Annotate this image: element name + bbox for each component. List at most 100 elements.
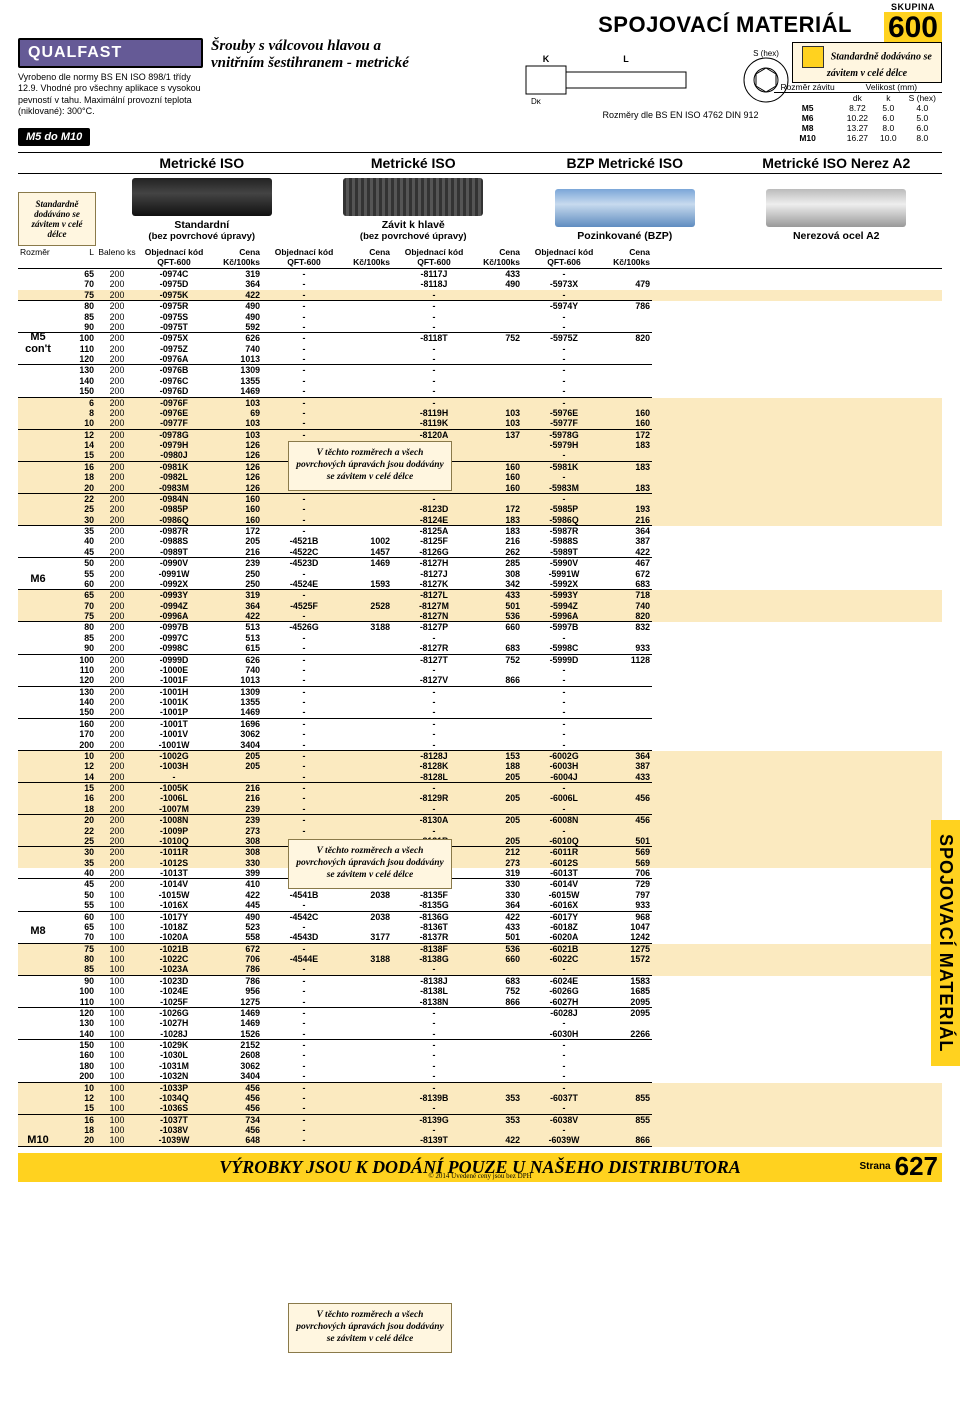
variant-row: Standardně dodáváno se závitem v celé dé… (18, 174, 942, 246)
table-row: 60200-0992X250-4524E1593-8127K342-5992X6… (18, 579, 942, 590)
inline-note: V těchto rozměrech a všech povrchových ú… (288, 441, 452, 491)
table-row: 12200-0978G103--8120A137-5978G172 (18, 430, 942, 440)
table-row: 14200---8128L205-6004J433 (18, 772, 942, 783)
size-label: M5 con't (18, 331, 58, 355)
size-range-pill: M5 do M10 (18, 128, 90, 146)
table-row: 140100-1028J1526---6030H2266 (18, 1029, 942, 1040)
svg-text:Dᴋ: Dᴋ (531, 97, 542, 106)
screw-image-ss (766, 189, 906, 227)
table-row: 55200-0991W250--8127J308-5991W672 (18, 569, 942, 579)
table-row: 120100-1026G1469---6028J2095 (18, 1008, 942, 1018)
hand-icon (802, 46, 824, 68)
table-row: 35200-1012S330--8132R273-6012S569 (18, 858, 942, 868)
table-row: 160100-1030L2608--- (18, 1050, 942, 1060)
table-row: 55100-1016X445--8135G364-6016X933 (18, 900, 942, 911)
brand-badge: QUALFAST (18, 38, 203, 68)
table-row: 150200-1001P1469--- (18, 707, 942, 718)
table-row: 130100-1027H1469--- (18, 1018, 942, 1028)
table-row: 12100-1034Q456--8139B353-6037T855 (18, 1093, 942, 1103)
table-row: 10100-1033P456--- (18, 1083, 942, 1093)
table-row: 160200-1001T1696--- (18, 719, 942, 729)
main-heading: SPOJOVACÍ MATERIÁL (18, 12, 852, 38)
table-row: 20200-0983M126--8122C160-5983M183 (18, 483, 942, 494)
table-row: 100200-0975X626--8118T752-5975Z820 (18, 333, 942, 343)
table-row: 150200-0976D1469--- (18, 386, 942, 397)
table-row: 100200-0999D626--8127T752-5999D1128 (18, 655, 942, 665)
table-row: 35200-0987R172--8125A183-5987R364 (18, 526, 942, 536)
spec-text: Vyrobeno dle normy BS EN ISO 898/1 třídy… (18, 72, 203, 117)
section-tab: SPOJOVACÍ MATERIÁL (931, 820, 960, 1066)
table-row: 22200-0984N160--- (18, 494, 942, 504)
svg-text:L: L (623, 54, 629, 64)
group-badge: SKUPINA 600 (884, 2, 942, 43)
table-row: 90200-0975T592--- (18, 322, 942, 333)
table-row: 15200-1005K216--- (18, 783, 942, 793)
table-row: 170200-1001V3062--- (18, 729, 942, 739)
table-row: 60100-1017Y490-4542C2038-8136G422-6017Y9… (18, 912, 942, 922)
table-row: 16200-0981K126--8121B160-5981K183 (18, 462, 942, 472)
size-label: M10 (18, 1134, 58, 1146)
delivery-note: Standardně dodáváno se závitem v celé dé… (792, 42, 942, 83)
table-row: 70200-0975D364--8118J490-5973X479 (18, 279, 942, 289)
table-row: 100100-1024E956--8138L752-6026G1685 (18, 986, 942, 996)
data-table: 65200-0974C319--8117J433-70200-0975D364-… (18, 269, 942, 1147)
table-row: 14200-0979H126---5979H183 (18, 440, 942, 450)
page-number: Strana627 (859, 1151, 938, 1182)
table-row: 75200-0996A422--8127N536-5996A820 (18, 611, 942, 622)
table-row: 200100-1032N3404--- (18, 1071, 942, 1082)
table-row: 140200-0976C1355--- (18, 376, 942, 386)
table-row: 12200-1003H205--8128K188-6003H387 (18, 761, 942, 771)
table-row: 130200-0976B1309--- (18, 365, 942, 375)
table-row: 50100-1015W422-4541B2038-8135F330-6015W7… (18, 890, 942, 900)
table-row: 22200-1009P273--- (18, 826, 942, 836)
table-row: 30200-0986Q160--8124E183-5986Q216 (18, 515, 942, 526)
table-row: 120200-1001F1013--8127V866- (18, 675, 942, 686)
table-row: 45200-1014V410--8134E330-6014V729 (18, 879, 942, 889)
table-row: 80200-0997B513-4526G3188-8127P660-5997B8… (18, 622, 942, 632)
table-row: 85200-0975S490--- (18, 312, 942, 322)
inline-note: V těchto rozměrech a všech povrchových ú… (288, 839, 452, 889)
table-row: 130200-1001H1309--- (18, 687, 942, 697)
table-row: 50200-0990V239-4523D1469-8127H285-5990V4… (18, 558, 942, 568)
table-row: 6200-0976F103--- (18, 398, 942, 408)
table-row: 75100-1021B672--8138F536-6021B1275 (18, 944, 942, 954)
table-row: 25200-0985P160--8123D172-5985P193 (18, 504, 942, 514)
table-row: 65200-0974C319--8117J433- (18, 269, 942, 279)
table-row: 90200-0998C615--8127R683-5998C933 (18, 643, 942, 654)
table-row: 110100-1025F1275--8138N866-6027H2095 (18, 997, 942, 1008)
table-row: 200200-1001W3404--- (18, 740, 942, 751)
table-row: 15100-1036S456--- (18, 1103, 942, 1114)
table-row: 15200-0980J126--- (18, 450, 942, 461)
table-row: 70100-1020A558-4543D3177-8137R501-6020A1… (18, 932, 942, 943)
table-row: 20100-1039W648--8139T422-6039W866 (18, 1135, 942, 1146)
table-row: 80200-0975R490---5974Y786 (18, 301, 942, 311)
screw-image-bzp (555, 189, 695, 227)
table-row: 16200-1006L216--8129R205-6006L456 (18, 793, 942, 803)
table-row: 18200-0982L126--8121C160- (18, 472, 942, 482)
table-row: 75200-0975K422--- (18, 290, 942, 301)
table-row: 18200-1007M239--- (18, 804, 942, 815)
footer-bar: VÝROBKY JSOU K DODÁNÍ POUZE U NAŠEHO DIS… (18, 1153, 942, 1182)
table-row: 40200-0988S205-4521B1002-8125F216-5988S3… (18, 536, 942, 546)
table-row: 90100-1023D786--8138J683-6024E1583 (18, 976, 942, 986)
size-label: M8 (18, 925, 58, 937)
table-row: 65200-0993Y319--8127L433-5993Y718 (18, 590, 942, 600)
screw-image-std (132, 178, 272, 216)
table-row: 140200-1001K1355--- (18, 697, 942, 707)
table-row: 30200-1011R308--8132C212-6011R569 (18, 847, 942, 857)
table-row: 45200-0989T216-4522C1457-8126G262-5989T4… (18, 547, 942, 558)
table-row: 16100-1037T734--8139G353-6038V855 (18, 1115, 942, 1125)
table-row: 8200-0976E69--8119H103-5976E160 (18, 408, 942, 418)
dimensions-table: Rozměr závituVelikost (mm) dkkS (hex) M5… (774, 82, 942, 143)
table-row: 18100-1038V456--- (18, 1125, 942, 1135)
svg-text:S (hex): S (hex) (753, 49, 779, 58)
table-row: 40200-1013T399-4540A1845-8133D319-6013T7… (18, 868, 942, 879)
table-row: 85100-1023A786--- (18, 964, 942, 975)
inline-note: V těchto rozměrech a všech povrchových ú… (288, 1303, 452, 1353)
screw-image-thread (343, 178, 483, 216)
table-row: 10200-1002G205--8128J153-6002G364 (18, 751, 942, 761)
table-row: 10200-0977F103--8119K103-5977F160 (18, 418, 942, 429)
table-row: 150100-1029K2152--- (18, 1040, 942, 1050)
column-headers: Rozměr L Baleno ks Objednací kódQFT-600 … (18, 246, 942, 269)
table-row: 180100-1031M3062--- (18, 1061, 942, 1071)
